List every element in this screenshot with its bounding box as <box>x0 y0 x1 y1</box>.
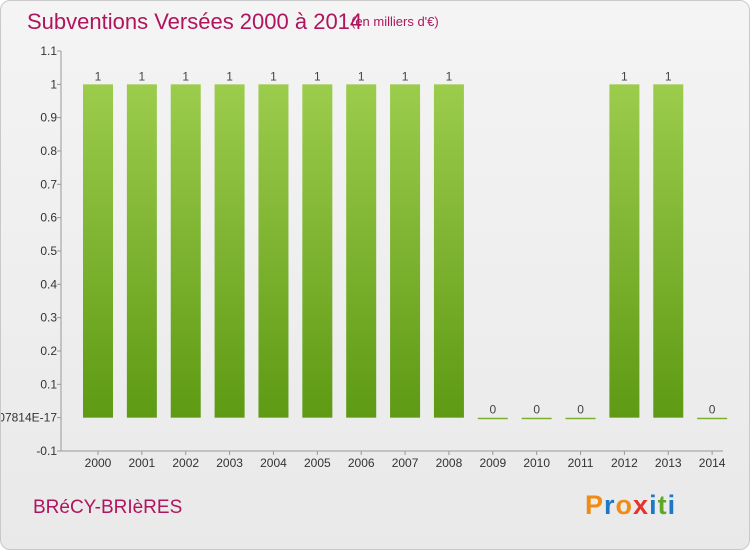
bar-value-label: 1 <box>226 69 233 83</box>
town-name: BRéCY-BRIèRES <box>33 497 183 518</box>
y-tick-label: 1.3877787807814E-17 <box>1 411 57 425</box>
y-tick-label: 0.4 <box>40 277 57 291</box>
bar-2000 <box>83 84 113 418</box>
bar-value-label: 1 <box>621 69 628 83</box>
x-tick-label: 2012 <box>611 456 638 470</box>
bar-2010 <box>521 417 552 420</box>
chart-title: Subventions Versées 2000 à 2014 <box>27 9 363 34</box>
bar-value-label: 1 <box>182 69 189 83</box>
bar-2003 <box>214 84 245 418</box>
y-tick-label: 0.7 <box>40 177 57 191</box>
y-tick-label: 0.9 <box>40 111 57 125</box>
y-tick-label: 1.1 <box>40 44 57 58</box>
x-tick-label: 2011 <box>568 456 594 470</box>
bar-value-label: 0 <box>709 403 716 417</box>
bar-2001 <box>126 84 157 418</box>
x-tick-label: 2005 <box>304 456 331 470</box>
bar-2006 <box>346 84 377 418</box>
chart-unit-note: (en milliers d'€) <box>351 14 439 29</box>
y-tick-label: 0.1 <box>40 377 57 391</box>
bar-2009 <box>477 417 508 420</box>
y-tick-label: 0.8 <box>40 144 57 158</box>
x-tick-label: 2013 <box>655 456 682 470</box>
x-tick-label: 2000 <box>85 456 112 470</box>
x-tick-label: 2008 <box>436 456 463 470</box>
y-tick-label: -0.1 <box>36 444 57 458</box>
x-tick-label: 2007 <box>392 456 419 470</box>
bar-2014 <box>697 417 728 420</box>
x-tick-label: 2009 <box>479 456 506 470</box>
logo-letter: r <box>604 490 616 520</box>
bar-2011 <box>565 417 596 420</box>
x-tick-label: 2006 <box>348 456 375 470</box>
logo-letter: t <box>657 490 668 520</box>
bar-value-label: 1 <box>270 69 277 83</box>
proxiti-logo[interactable]: Proxiti <box>585 490 676 521</box>
bar-2005 <box>302 84 333 418</box>
bar-2013 <box>653 84 684 418</box>
bar-2002 <box>170 84 201 418</box>
y-tick-label: 0.3 <box>40 311 57 325</box>
logo-letter: i <box>667 490 677 520</box>
bar-value-label: 1 <box>665 69 672 83</box>
x-tick-label: 2001 <box>129 456 156 470</box>
bar-value-label: 0 <box>577 403 584 417</box>
bar-value-label: 1 <box>358 69 365 83</box>
logo-letter: i <box>649 490 658 520</box>
bar-value-label: 1 <box>402 69 409 83</box>
x-tick-label: 2014 <box>699 456 726 470</box>
bar-value-label: 1 <box>139 69 146 83</box>
bar-2008 <box>433 84 464 418</box>
bar-value-label: 0 <box>489 403 496 417</box>
y-tick-label: 1 <box>50 77 57 91</box>
x-tick-label: 2004 <box>260 456 287 470</box>
x-tick-label: 2010 <box>523 456 550 470</box>
y-tick-label: 0.5 <box>40 244 57 258</box>
y-tick-label: 0.6 <box>40 211 57 225</box>
bar-value-label: 1 <box>95 69 102 83</box>
logo-letter: o <box>615 490 634 520</box>
bar-2007 <box>390 84 421 418</box>
bar-value-label: 1 <box>446 69 453 83</box>
y-tick-label: 0.2 <box>40 344 57 358</box>
x-tick-label: 2003 <box>216 456 243 470</box>
bar-2004 <box>258 84 289 418</box>
bar-value-label: 0 <box>533 403 540 417</box>
logo-letter: P <box>585 490 605 520</box>
x-tick-label: 2002 <box>172 456 199 470</box>
bar-2012 <box>609 84 640 418</box>
bar-value-label: 1 <box>314 69 321 83</box>
logo-letter: x <box>633 490 650 520</box>
